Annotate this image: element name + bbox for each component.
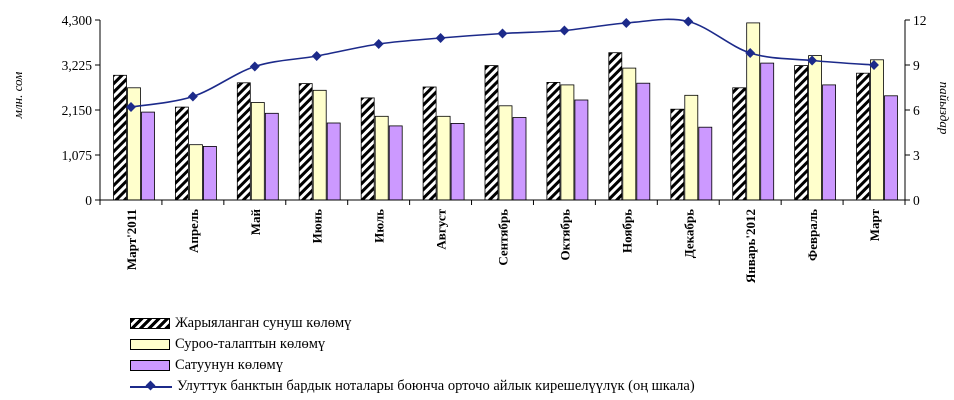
bar-demand: [560, 84, 575, 201]
bar-demand: [622, 67, 637, 201]
bar-offer: [422, 86, 437, 201]
line-point: [126, 102, 136, 112]
bar-sales: [822, 84, 836, 201]
line-point: [311, 51, 322, 61]
line-point: [187, 91, 198, 102]
bar-sales: [698, 126, 713, 201]
bar-offer: [608, 52, 623, 201]
y-left-tick-label: 4,300: [62, 13, 93, 28]
y-left-tick-label: 2,150: [62, 103, 93, 118]
x-tick-label: Март'2011: [124, 209, 139, 270]
y-right-tick-label: 12: [913, 13, 927, 28]
bar-offer: [670, 108, 685, 201]
x-tick-label: Май: [248, 208, 263, 235]
line-point: [745, 48, 756, 58]
bar-demand: [870, 59, 884, 201]
legend-swatch-demand: [130, 339, 170, 350]
legend-item-offer: Жарыяланган сунуш көлөмү: [130, 313, 695, 334]
x-tick-label: Апрель: [186, 209, 201, 253]
bar-demand: [312, 89, 327, 201]
line-point: [621, 18, 632, 28]
bar-demand: [746, 22, 761, 201]
bars-group: [113, 22, 898, 201]
legend: Жарыяланган сунуш көлөмү Суроо-талаптын …: [130, 313, 695, 397]
bar-demand: [374, 115, 389, 201]
bar-sales: [264, 112, 279, 201]
bar-offer: [360, 97, 375, 201]
y-left-tick-label: 1,075: [62, 148, 93, 163]
bar-sales: [512, 117, 527, 201]
line-group: [126, 16, 879, 112]
x-tick-label: Сентябрь: [496, 209, 511, 266]
line-point: [497, 28, 508, 39]
line-point: [807, 55, 818, 66]
x-tick-label: Июль: [372, 209, 387, 243]
legend-swatch-sales: [130, 360, 170, 371]
bar-demand: [684, 94, 699, 201]
bar-sales: [574, 99, 589, 201]
x-tick-label: Август: [434, 208, 449, 249]
legend-item-demand: Суроо-талаптын көлөмү: [130, 334, 695, 355]
bar-sales: [141, 111, 155, 201]
axes-group: 0 1,075 2,150 3,225 4,300 0 3 6 9 12 Март'2011 Апре…: [62, 13, 927, 283]
bar-sales: [326, 122, 341, 201]
y-right-tick-label: 0: [913, 193, 920, 208]
bar-offer: [236, 82, 251, 201]
legend-label-offer: Жарыяланган сунуш көлөмү: [175, 315, 352, 331]
bar-offer: [856, 72, 870, 201]
legend-label-sales: Сатуунун көлөмү: [175, 357, 283, 373]
bar-sales: [202, 145, 217, 201]
line-point: [435, 33, 446, 43]
bar-sales: [884, 95, 898, 201]
line-point: [683, 16, 694, 27]
bar-offer: [732, 87, 747, 201]
bar-offer: [794, 65, 808, 201]
bar-offer: [484, 65, 499, 201]
y-left-tick-label: 0: [85, 193, 92, 208]
line-point: [373, 39, 384, 49]
line-point: [869, 60, 879, 70]
line-point: [559, 25, 570, 36]
bar-offer: [174, 106, 189, 201]
bar-offer: [113, 74, 127, 201]
bar-demand: [808, 55, 822, 201]
legend-swatch-offer: [130, 318, 170, 329]
x-tick-label: Февраль: [805, 209, 820, 261]
legend-swatch-yield: [130, 380, 172, 392]
x-tick-label: Январь'2012: [743, 209, 758, 283]
y-right-tick-label: 9: [913, 58, 920, 73]
bar-sales: [450, 123, 465, 201]
bar-sales: [388, 125, 403, 201]
x-tick-label: Июнь: [310, 209, 325, 244]
y-left-tick-label: 3,225: [62, 58, 93, 73]
y-right-tick-label: 6: [913, 103, 920, 118]
x-tick-label: Декабрь: [681, 209, 696, 258]
bar-demand: [436, 115, 451, 201]
bar-sales: [636, 82, 651, 201]
line-point: [249, 61, 260, 72]
legend-item-sales: Сатуунун көлөмү: [130, 355, 695, 376]
bar-offer: [546, 82, 561, 201]
y-axis-left-label: млн. сом: [10, 72, 25, 120]
x-tick-label: Март: [867, 208, 882, 241]
bar-demand: [188, 144, 203, 201]
bar-demand: [498, 105, 513, 201]
bar-sales: [760, 62, 775, 201]
legend-item-yield: Улуттук банктын бардык ноталары боюнча о…: [130, 376, 695, 397]
legend-label-demand: Суроо-талаптын көлөмү: [175, 336, 326, 352]
x-tick-label: Ноябрь: [619, 209, 634, 253]
bar-demand: [250, 102, 265, 201]
y-axis-right-label: пайыздар: [937, 82, 952, 135]
x-tick-label: Октябрь: [557, 209, 572, 261]
y-right-tick-label: 3: [913, 148, 920, 163]
bar-offer: [298, 83, 313, 201]
legend-label-yield: Улуттук банктын бардык ноталары боюнча о…: [177, 378, 695, 394]
